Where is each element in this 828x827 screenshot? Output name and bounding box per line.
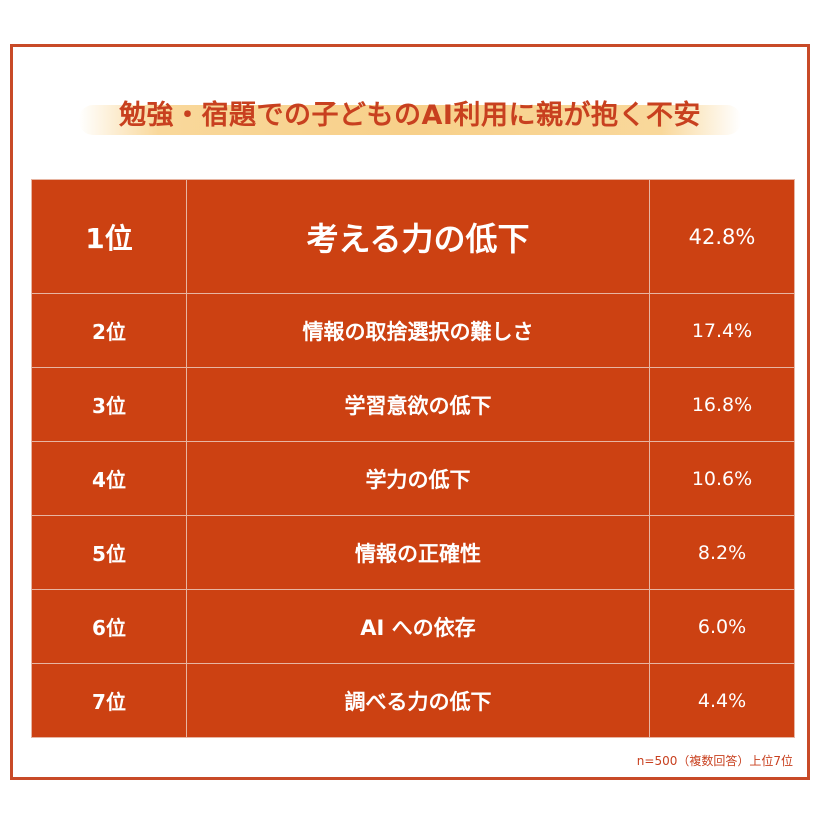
rank-cell: 5位 — [31, 515, 187, 590]
value-cell: 10.6% — [649, 441, 795, 516]
value-cell: 16.8% — [649, 367, 795, 442]
table-row: 6位 AI への依存 6.0% — [31, 589, 795, 664]
chart-title: 勉強・宿題での子どものAI利用に親が抱く不安 — [119, 100, 701, 131]
rank-cell: 6位 — [31, 589, 187, 664]
ranking-table: 1位 考える力の低下 42.8% 2位 情報の取捨選択の難しさ 17.4% 3位 学習意欲の低… — [31, 179, 795, 738]
item-cell: 学習意欲の低下 — [186, 367, 650, 442]
item-cell: 情報の取捨選択の難しさ — [186, 293, 650, 368]
table-row: 7位 調べる力の低下 4.4% — [31, 663, 795, 738]
rank-cell: 4位 — [31, 441, 187, 516]
table-row: 5位 情報の正確性 8.2% — [31, 515, 795, 590]
item-cell: 学力の低下 — [186, 441, 650, 516]
rank-cell: 1位 — [31, 179, 187, 294]
title-highlight: 勉強・宿題での子どものAI利用に親が抱く不安 — [79, 93, 741, 135]
table-row: 3位 学習意欲の低下 16.8% — [31, 367, 795, 442]
value-cell: 4.4% — [649, 663, 795, 738]
item-cell: AI への依存 — [186, 589, 650, 664]
item-cell: 考える力の低下 — [186, 179, 650, 294]
rank-cell: 2位 — [31, 293, 187, 368]
item-cell: 情報の正確性 — [186, 515, 650, 590]
item-cell: 調べる力の低下 — [186, 663, 650, 738]
title-area: 勉強・宿題での子どものAI利用に親が抱く不安 — [13, 93, 807, 135]
table-row: 4位 学力の低下 10.6% — [31, 441, 795, 516]
ranking-table-body: 1位 考える力の低下 42.8% 2位 情報の取捨選択の難しさ 17.4% 3位 学習意欲の低… — [31, 179, 795, 738]
table-row: 1位 考える力の低下 42.8% — [31, 179, 795, 294]
rank-cell: 3位 — [31, 367, 187, 442]
value-cell: 42.8% — [649, 179, 795, 294]
table-row: 2位 情報の取捨選択の難しさ 17.4% — [31, 293, 795, 368]
value-cell: 8.2% — [649, 515, 795, 590]
rank-cell: 7位 — [31, 663, 187, 738]
footnote: n=500（複数回答）上位7位 — [636, 754, 793, 768]
value-cell: 6.0% — [649, 589, 795, 664]
figure-frame: 勉強・宿題での子どものAI利用に親が抱く不安 1位 考える力の低下 42.8% 2位情… — [10, 44, 810, 780]
value-cell: 17.4% — [649, 293, 795, 368]
